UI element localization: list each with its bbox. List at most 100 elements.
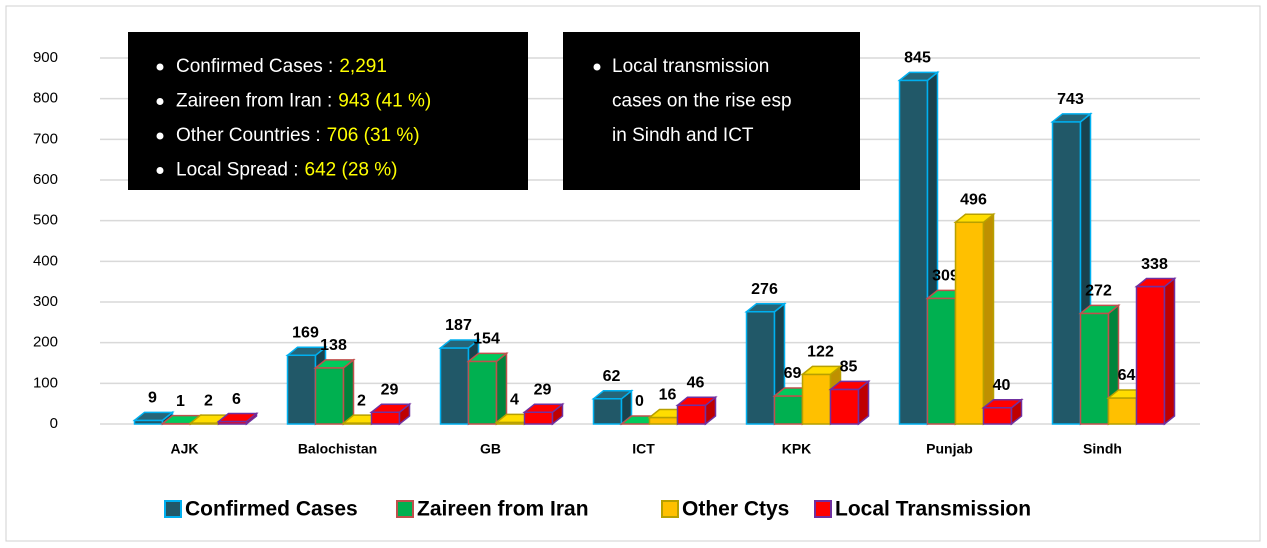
data-label: 743 [1057,91,1084,108]
data-label: 62 [603,368,621,385]
x-tick-label: Sindh [1083,441,1122,457]
bullet [156,132,164,140]
data-label: 29 [381,381,399,398]
bar [466,351,509,426]
legend-label: Other Ctys [682,498,789,521]
bar-top [800,365,843,376]
data-label: 169 [292,324,319,341]
bar-top [953,213,996,224]
x-tick-label: KPK [782,441,812,457]
y-tick-label: 800 [33,90,58,107]
annotation-value: 943 (41 %) [338,91,431,112]
bar-top [132,411,175,422]
bar-top [1050,113,1093,123]
bullet [593,63,601,71]
data-label: 138 [320,337,347,354]
data-label: 29 [534,381,552,398]
bar-front [1051,121,1082,425]
data-label: 154 [473,331,500,348]
bar-side [495,351,508,426]
legend-swatch [814,500,832,518]
annotation-text: Zaireen from Iran : 943 (41 %) [176,91,431,112]
data-label: 1 [176,393,185,410]
bar-front [592,398,623,425]
annotation-text: Local transmission [612,56,769,77]
annotation-text: Confirmed Cases : 2,291 [176,56,387,77]
bar-top [828,380,871,391]
bar-front [314,367,345,425]
annotation-value: 706 (31 %) [327,125,420,146]
bar-top [313,359,356,369]
x-tick-label: Balochistan [298,441,377,457]
annotation-text: Local Spread : 642 (28 %) [176,160,397,181]
legend-swatch [661,500,679,518]
data-label: 40 [993,377,1011,394]
annotation-label: Zaireen from Iran : [176,91,332,112]
bar-top [285,346,328,357]
bar [1050,112,1093,426]
bar [828,379,871,426]
bar-front [370,411,401,425]
legend-label: Zaireen from Iran [417,498,589,521]
data-label: 309 [932,268,959,285]
data-label: 2 [204,392,213,409]
data-label: 4 [510,392,519,409]
data-label: 496 [960,192,987,209]
annotation-text: Other Countries : 706 (31 %) [176,125,420,146]
bar [675,395,718,426]
data-label: 46 [687,375,705,392]
bar-front [926,297,957,425]
bar-top [1134,277,1177,288]
x-tick-label: GB [480,441,501,457]
data-label: 69 [784,365,802,382]
bar-front [773,395,804,425]
bar [369,402,412,426]
bar-top [591,390,634,400]
bar-front [467,360,498,425]
bar-front [648,416,679,425]
annotation-box [128,32,528,190]
data-label: 122 [807,344,834,361]
y-tick-label: 600 [33,171,58,188]
annotation-value: 2,291 [339,56,387,77]
annotation-text: cases on the rise esp [612,91,792,112]
bar-side [342,358,355,426]
y-tick-label: 700 [33,130,58,147]
bar-front [745,311,776,425]
bar-side [1163,276,1176,426]
bar-top [466,352,509,363]
y-tick-label: 300 [33,293,58,310]
bar-top [675,396,718,407]
bar-front [676,404,707,425]
x-tick-label: Punjab [926,441,973,457]
bar-top [369,403,412,413]
data-label: 845 [904,50,931,67]
bar [216,411,259,426]
bar [953,212,996,426]
x-tick-label: AJK [170,441,198,457]
data-label: 16 [659,387,677,404]
bar-top [1078,304,1121,315]
data-label: 85 [840,359,858,376]
bar-front [954,221,985,425]
bullet [156,63,164,71]
data-label: 187 [445,317,472,334]
y-tick-label: 400 [33,252,58,269]
bar-front [829,388,860,425]
bar [981,398,1024,426]
legend-label: Confirmed Cases [185,498,358,521]
bar-front [523,411,554,425]
annotation-text: in Sindh and ICT [612,125,754,146]
y-tick-label: 100 [33,374,58,391]
bullet [156,98,164,105]
bar [1078,303,1121,426]
bar-front [1107,397,1138,425]
bar-top [522,403,565,413]
bar-top [897,71,940,82]
annotation-label: Other Countries : [176,125,321,146]
bar-front [1135,285,1166,425]
data-label: 0 [635,393,644,410]
bar-front [982,406,1013,425]
data-label: 272 [1085,283,1112,300]
